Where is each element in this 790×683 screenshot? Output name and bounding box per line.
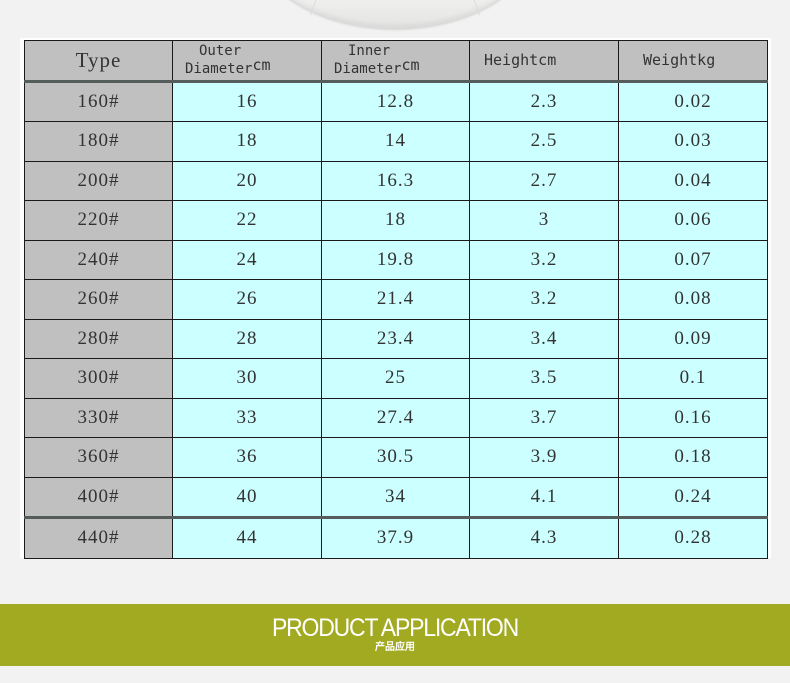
cell-weight: 0.08 — [618, 279, 768, 320]
spec-table: Type Outer Diametercm Inner Diametercm H… — [24, 40, 768, 559]
cell-height: 2.3 — [469, 80, 619, 122]
header-type: Type — [24, 40, 173, 83]
cell-height: 4.3 — [469, 516, 619, 559]
cell-inner: 14 — [321, 121, 470, 162]
product-image — [255, 0, 535, 28]
table-header-row: Type Outer Diametercm Inner Diametercm H… — [24, 40, 768, 83]
cell-type: 180# — [24, 121, 173, 162]
table-row: 330# 33 27.4 3.7 0.16 — [24, 397, 768, 438]
table-row: 440# 44 37.9 4.3 0.28 — [24, 516, 768, 559]
cell-inner: 19.8 — [321, 239, 470, 280]
table-row: 160# 16 12.8 2.3 0.02 — [24, 80, 768, 122]
table-row: 240# 24 19.8 3.2 0.07 — [24, 239, 768, 280]
product-application-banner: PRODUCT APPLICATION 产品应用 — [0, 604, 790, 666]
cell-height: 2.7 — [469, 160, 619, 201]
cell-outer: 24 — [172, 239, 322, 280]
cell-inner: 23.4 — [321, 318, 470, 359]
cell-weight: 0.1 — [618, 358, 768, 399]
cell-type: 360# — [24, 437, 173, 478]
table-row: 280# 28 23.4 3.4 0.09 — [24, 318, 768, 359]
cell-height: 3.2 — [469, 279, 619, 320]
cell-weight: 0.24 — [618, 476, 768, 518]
cell-type: 300# — [24, 358, 173, 399]
cell-weight: 0.04 — [618, 160, 768, 201]
cell-outer: 22 — [172, 200, 322, 241]
cell-type: 240# — [24, 239, 173, 280]
cell-inner: 16.3 — [321, 160, 470, 201]
cell-outer: 44 — [172, 516, 322, 559]
cell-weight: 0.06 — [618, 200, 768, 241]
product-seam — [468, 0, 481, 16]
cell-inner: 12.8 — [321, 80, 470, 122]
cell-type: 200# — [24, 160, 173, 201]
header-outer-diameter: Outer Diametercm — [172, 40, 322, 83]
cell-weight: 0.18 — [618, 437, 768, 478]
cell-inner: 21.4 — [321, 279, 470, 320]
table-row: 220# 22 18 3 0.06 — [24, 200, 768, 241]
cell-height: 3.9 — [469, 437, 619, 478]
cell-inner: 37.9 — [321, 516, 470, 559]
cell-outer: 20 — [172, 160, 322, 201]
cell-weight: 0.16 — [618, 397, 768, 438]
cell-inner: 27.4 — [321, 397, 470, 438]
cell-inner: 18 — [321, 200, 470, 241]
banner-title: PRODUCT APPLICATION — [271, 614, 519, 642]
cell-height: 3.7 — [469, 397, 619, 438]
cell-type: 330# — [24, 397, 173, 438]
cell-type: 260# — [24, 279, 173, 320]
table-row: 200# 20 16.3 2.7 0.04 — [24, 160, 768, 201]
cell-outer: 16 — [172, 80, 322, 122]
cell-outer: 18 — [172, 121, 322, 162]
banner-subtitle: 产品应用 — [375, 642, 415, 653]
cell-height: 4.1 — [469, 476, 619, 518]
header-inner-diameter: Inner Diametercm — [321, 40, 470, 83]
cell-outer: 36 — [172, 437, 322, 478]
table-row: 260# 26 21.4 3.2 0.08 — [24, 279, 768, 320]
cell-inner: 30.5 — [321, 437, 470, 478]
cell-inner: 25 — [321, 358, 470, 399]
cell-type: 440# — [24, 516, 173, 559]
cell-outer: 40 — [172, 476, 322, 518]
cell-inner: 34 — [321, 476, 470, 518]
table-row: 180# 18 14 2.5 0.03 — [24, 121, 768, 162]
cell-weight: 0.07 — [618, 239, 768, 280]
cell-weight: 0.28 — [618, 516, 768, 559]
cell-weight: 0.09 — [618, 318, 768, 359]
cell-height: 3.5 — [469, 358, 619, 399]
cell-height: 3.4 — [469, 318, 619, 359]
cell-height: 3 — [469, 200, 619, 241]
cell-outer: 28 — [172, 318, 322, 359]
cell-outer: 33 — [172, 397, 322, 438]
table-row: 400# 40 34 4.1 0.24 — [24, 476, 768, 518]
cell-outer: 30 — [172, 358, 322, 399]
cell-weight: 0.03 — [618, 121, 768, 162]
cell-height: 2.5 — [469, 121, 619, 162]
cell-type: 280# — [24, 318, 173, 359]
cell-outer: 26 — [172, 279, 322, 320]
cell-type: 400# — [24, 476, 173, 518]
cell-type: 160# — [24, 80, 173, 122]
table-row: 300# 30 25 3.5 0.1 — [24, 358, 768, 399]
cell-type: 220# — [24, 200, 173, 241]
cell-weight: 0.02 — [618, 80, 768, 122]
table-row: 360# 36 30.5 3.9 0.18 — [24, 437, 768, 478]
header-weight: Weightkg — [618, 40, 768, 83]
product-seam — [309, 0, 322, 16]
cell-height: 3.2 — [469, 239, 619, 280]
header-height: Heightcm — [469, 40, 619, 83]
